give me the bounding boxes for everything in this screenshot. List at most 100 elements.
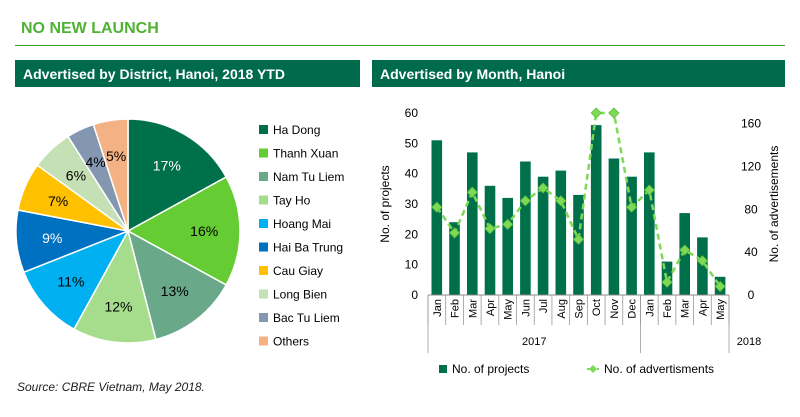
right-axis-tick-1: 40	[744, 245, 758, 259]
pie-legend-label-9: Others	[273, 335, 309, 349]
left-panel-header: Advertised by District, Hanoi, 2018 YTD	[15, 60, 360, 87]
x-category-label-15: Apr	[697, 299, 709, 316]
x-category-label-0: Jan	[432, 299, 444, 317]
pie-legend-swatch-5	[259, 242, 268, 252]
left-axis-tick-1: 10	[405, 258, 419, 272]
advert-line	[435, 111, 722, 288]
advert-point-11	[626, 201, 638, 213]
advert-point-10	[608, 107, 620, 119]
advert-point-1	[448, 227, 461, 239]
bar-11	[626, 176, 637, 295]
bar-line-chart: 0 10 20 30 40 50 60 0 40 80 120 160 No. of projects N…	[378, 106, 781, 376]
pie-legend-label-4: Hoang Mai	[273, 217, 331, 231]
page-title: NO NEW LAUNCH	[21, 20, 159, 37]
pie-slice-label-4: 11%	[57, 273, 84, 289]
pie-slice-2	[126, 229, 228, 341]
advert-point-5	[519, 195, 531, 207]
x-category-label-1: Feb	[450, 299, 462, 318]
bar-2	[467, 152, 478, 295]
pie-legend-label-5: Hai Ba Trung	[273, 241, 343, 255]
advert-point-0	[431, 201, 443, 213]
bar-legend-swatch	[439, 365, 447, 373]
source-note: Source: CBRE Vietnam, May 2018.	[17, 380, 205, 394]
bar-7	[555, 170, 567, 295]
right-axis-tick-0: 0	[748, 288, 755, 302]
right-axis-tick-3: 120	[741, 160, 761, 174]
bar-4	[502, 197, 513, 295]
pie-legend-label-2: Nam Tu Liem	[273, 170, 344, 184]
x-category-label-7: Aug	[556, 299, 568, 319]
x-category-label-10: Nov	[609, 299, 621, 319]
x-category-label-3: Apr	[485, 299, 497, 316]
pie-legend-swatch-2	[259, 172, 268, 181]
pie-legend-label-8: Bac Tu Liem	[273, 311, 340, 325]
advert-point-3	[484, 223, 496, 235]
advert-point-15	[696, 255, 709, 267]
advert-point-8	[572, 233, 585, 245]
right-axis-tick-2: 80	[744, 202, 758, 216]
advert-point-7	[555, 195, 567, 207]
x-category-label-9: Oct	[591, 299, 603, 316]
pie-slice-label-2: 13%	[161, 283, 189, 299]
pie-legend-label-1: Thanh Xuan	[273, 147, 338, 161]
bar-10	[608, 158, 620, 295]
x-category-label-6: Jul	[538, 299, 550, 313]
pie-slice-label-0: 17%	[153, 157, 181, 173]
pie-legend-swatch-8	[259, 313, 268, 322]
bar-8	[573, 194, 584, 295]
advert-point-14	[679, 244, 691, 256]
pie-slice-label-8: 4%	[85, 154, 105, 170]
advert-point-12	[643, 184, 655, 196]
x-category-label-4: May	[503, 299, 515, 320]
advert-point-13	[661, 276, 673, 288]
pie-slice-label-9: 5%	[106, 148, 126, 164]
pie-chart: 17% 16% 13% 12% 11% 9% 7% 6%4% 5% Ha Dong Thanh Xu…	[15, 118, 344, 349]
pie-slice-4	[22, 229, 130, 331]
pie-slice-label-1: 16%	[190, 223, 218, 239]
pie-legend-label-0: Ha Dong	[273, 123, 320, 137]
bar-3	[484, 185, 496, 295]
x-category-label-11: Dec	[627, 299, 639, 319]
x-category-label-2: Mar	[467, 299, 479, 318]
advert-point-16	[714, 280, 726, 293]
pie-slice-label-7: 6%	[66, 168, 86, 184]
advert-point-6	[537, 182, 549, 194]
bar-9	[590, 125, 602, 295]
pie-legend-label-7: Long Bien	[273, 288, 327, 302]
x-category-label-8: Sep	[574, 299, 586, 319]
bar-12	[644, 152, 655, 295]
line-legend-label: No. of advertisments	[604, 362, 714, 376]
pie-legend-swatch-0	[259, 125, 268, 134]
pie-legend-swatch-1	[259, 148, 268, 158]
left-axis-tick-3: 30	[405, 197, 419, 211]
right-axis-title: No. of advertisements	[767, 146, 781, 263]
pie-slice-3	[73, 228, 157, 344]
right-panel-header: Advertised by Month, Hanoi	[372, 60, 785, 87]
advert-point-4	[502, 218, 514, 230]
pie-slice-label-6: 7%	[48, 193, 68, 209]
right-panel-heading: Advertised by Month, Hanoi	[380, 66, 566, 82]
x-category-label-13: Feb	[662, 299, 674, 318]
left-axis-tick-4: 40	[405, 167, 419, 181]
bar-1	[449, 222, 460, 295]
pie-legend-swatch-6	[259, 266, 268, 275]
pie-slice-label-3: 12%	[104, 299, 132, 315]
x-category-label-14: Mar	[680, 299, 692, 318]
pie-slice-1	[126, 176, 241, 286]
left-axis-tick-0: 0	[411, 288, 418, 302]
left-axis-tick-6: 60	[405, 106, 419, 120]
group-label-1: 2018	[737, 336, 761, 348]
pie-legend-swatch-3	[259, 195, 268, 205]
advert-point-2	[466, 186, 478, 198]
pie-legend-swatch-4	[259, 219, 268, 228]
left-axis-title: No. of projects	[378, 165, 392, 242]
pie-legend-label-6: Cau Giay	[273, 264, 323, 278]
pie-legend-label-3: Tay Ho	[273, 194, 311, 208]
left-axis-tick-5: 50	[405, 136, 419, 150]
pie-slice-0	[127, 118, 228, 233]
bar-6	[537, 176, 549, 295]
title-divider	[15, 45, 785, 46]
left-axis-tick-2: 20	[405, 227, 419, 241]
group-label-0: 2017	[522, 336, 546, 348]
bar-5	[520, 161, 531, 295]
